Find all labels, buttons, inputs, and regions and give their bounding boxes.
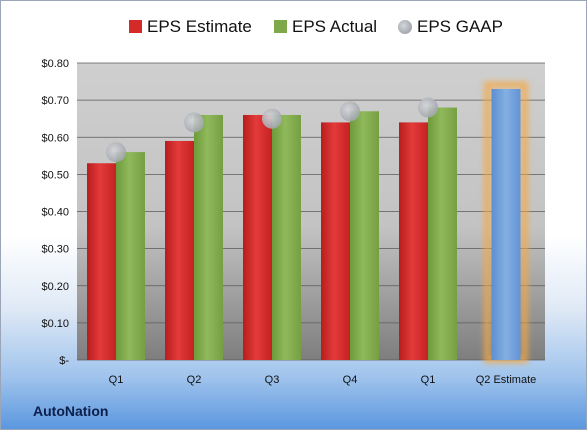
y-tick-label: $0.70: [41, 95, 69, 107]
brand-label: AutoNation: [33, 403, 109, 419]
legend-item-estimate: EPS Estimate: [129, 17, 252, 36]
bars: [87, 81, 528, 364]
legend-swatch-actual: [274, 20, 287, 33]
gaap-markers: [106, 97, 438, 163]
x-tick-label: Q2 Estimate: [476, 374, 537, 386]
legend-swatch-estimate: [129, 20, 142, 33]
eps-gaap-marker: [262, 108, 282, 129]
x-tick-label: Q2: [187, 374, 202, 386]
y-tick-label: $0.30: [41, 244, 69, 256]
legend-label-actual: EPS Actual: [292, 17, 377, 36]
eps-actual-bar: [428, 107, 457, 360]
y-tick-label: $0.60: [41, 132, 69, 144]
x-tick-label: Q1: [109, 374, 124, 386]
gridlines: [77, 62, 545, 361]
eps-actual-bar: [350, 111, 379, 360]
eps-gaap-marker: [106, 142, 126, 163]
legend-item-gaap: EPS GAAP: [398, 17, 503, 36]
eps-actual-bar: [116, 152, 145, 360]
legend: EPS Estimate EPS Actual EPS GAAP: [129, 17, 503, 36]
y-tick-label: $0.80: [41, 58, 69, 70]
projection-bar: [491, 88, 521, 361]
y-axis: $- $0.10 $0.20 $0.30 $0.40 $0.50 $0.60 $0.70 $0.…: [41, 58, 69, 367]
legend-label-gaap: EPS GAAP: [417, 17, 503, 36]
eps-actual-bar: [194, 114, 223, 360]
y-tick-label: $-: [59, 355, 69, 367]
legend-swatch-gaap: [398, 20, 412, 34]
eps-estimate-bar: [87, 163, 116, 360]
x-tick-label: Q3: [265, 374, 280, 386]
eps-gaap-marker: [418, 97, 438, 118]
x-tick-label: Q1: [421, 374, 436, 386]
legend-label-estimate: EPS Estimate: [147, 17, 252, 36]
eps-gaap-marker: [340, 101, 360, 122]
eps-gaap-marker: [184, 112, 204, 133]
x-tick-label: Q4: [343, 374, 358, 386]
x-axis: Q1 Q2 Q3 Q4 Q1 Q2 Estimate: [109, 374, 537, 386]
y-tick-label: $0.20: [41, 281, 69, 293]
eps-actual-bar: [272, 114, 301, 360]
eps-estimate-bar: [399, 122, 428, 361]
y-tick-label: $0.10: [41, 318, 69, 330]
y-tick-label: $0.50: [41, 169, 69, 181]
eps-estimate-bar: [165, 140, 194, 360]
legend-item-actual: EPS Actual: [274, 17, 377, 36]
eps-estimate-bar: [243, 114, 272, 360]
y-tick-label: $0.40: [41, 207, 69, 219]
eps-estimate-bar: [321, 122, 350, 361]
